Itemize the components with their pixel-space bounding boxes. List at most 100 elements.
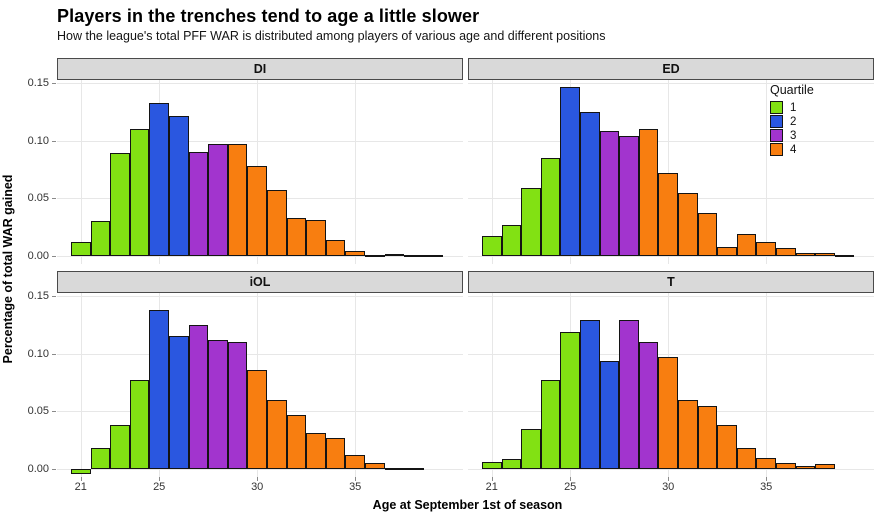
plot-area [57, 293, 463, 477]
legend-title: Quartile [770, 83, 814, 97]
legend-label: 3 [790, 129, 797, 142]
gridline-vertical [491, 293, 493, 477]
bar-ED-age-23 [521, 188, 541, 256]
legend-swatch-icon [770, 143, 783, 156]
y-tick-label: 0.10 [27, 347, 49, 360]
bar-T-age-24 [540, 380, 561, 469]
gridline-vertical [80, 80, 82, 264]
legend-swatch-icon [770, 101, 783, 114]
bar-DI-age-34 [325, 239, 346, 256]
bar-ED-age-33 [717, 246, 737, 256]
bar-DI-age-39 [423, 254, 444, 257]
bar-DI-age-29 [227, 144, 248, 256]
x-tick-label: 30 [251, 481, 264, 493]
x-tick-label: 21 [74, 481, 87, 493]
bar-DI-age-25 [149, 102, 169, 256]
bar-T-age-38 [815, 464, 835, 469]
facet-strip-label: DI [57, 58, 463, 80]
bar-ED-age-26 [580, 111, 600, 256]
gridline-vertical [355, 80, 357, 264]
facet-panel-DI: DI [57, 58, 463, 264]
bar-iOL-age-28 [208, 339, 228, 469]
bar-DI-age-33 [306, 220, 326, 256]
bar-DI-age-22 [90, 221, 111, 256]
gridline-vertical [355, 293, 357, 477]
x-tick-label: 21 [485, 481, 498, 493]
bar-DI-age-28 [208, 144, 228, 256]
bar-T-age-27 [599, 360, 620, 469]
gridline-horizontal [57, 83, 463, 84]
plot-area [468, 293, 874, 477]
gridline-horizontal [468, 140, 874, 142]
bar-DI-age-21 [71, 242, 91, 256]
legend: Quartile 1 2 3 4 [770, 83, 870, 157]
gridline-horizontal [468, 469, 874, 470]
bar-iOL-age-27 [188, 324, 209, 469]
bar-T-age-30 [658, 357, 678, 469]
x-tick-mark [80, 477, 82, 481]
legend-swatch-icon [770, 129, 783, 142]
bar-DI-age-36 [365, 254, 385, 257]
y-tick-label: 0.15 [27, 77, 49, 89]
x-tick-mark [159, 477, 161, 481]
bar-iOL-age-38 [404, 467, 424, 470]
bar-ED-age-27 [599, 131, 620, 256]
y-tick-mark [52, 83, 56, 84]
gridline-horizontal [57, 256, 463, 257]
y-tick-label: 0.05 [27, 192, 49, 205]
bar-ED-age-25 [560, 86, 580, 256]
bar-iOL-age-35 [345, 455, 365, 469]
bar-DI-age-27 [188, 152, 209, 256]
bar-T-age-22 [501, 458, 522, 469]
x-tick-mark [491, 477, 493, 481]
bar-iOL-age-30 [247, 369, 267, 469]
x-tick-label: 30 [662, 481, 675, 493]
bar-iOL-age-36 [365, 463, 385, 469]
y-tick-label: 0.00 [27, 463, 49, 475]
legend-label: 2 [790, 115, 797, 128]
bar-T-age-33 [717, 425, 737, 469]
bar-iOL-age-29 [227, 342, 248, 469]
bar-T-age-26 [580, 320, 600, 469]
bar-ED-age-39 [834, 254, 855, 257]
gridline-horizontal [57, 353, 463, 355]
plot-area: Quartile 1 2 3 4 [468, 80, 874, 264]
x-tick-label: 25 [564, 481, 577, 493]
facet-strip-label: T [468, 271, 874, 293]
x-tick-label: 25 [153, 481, 166, 493]
bar-T-age-35 [756, 457, 776, 469]
plot-area [57, 80, 463, 264]
y-tick-mark [52, 198, 56, 200]
x-tick-label: 35 [349, 481, 362, 493]
bar-ED-age-32 [697, 213, 718, 256]
legend-item-quartile-1: 1 [770, 101, 870, 114]
bar-iOL-age-23 [110, 425, 130, 469]
y-axis-title: Percentage of total WAR gained [1, 174, 15, 364]
y-tick-mark [52, 256, 56, 257]
bar-iOL-age-31 [267, 399, 287, 469]
bar-iOL-age-21 [71, 469, 91, 474]
bar-DI-age-37 [384, 253, 405, 256]
y-tick-label: 0.10 [27, 134, 49, 147]
bar-DI-age-30 [247, 166, 267, 256]
bar-T-age-34 [736, 448, 757, 469]
gridline-vertical [80, 293, 82, 477]
x-tick-mark [257, 477, 259, 481]
y-tick-mark [52, 296, 56, 297]
gridline-horizontal [57, 469, 463, 470]
y-tick-mark [52, 140, 56, 142]
bar-T-age-29 [638, 342, 659, 469]
bar-DI-age-35 [345, 251, 365, 256]
bar-iOL-age-22 [90, 448, 111, 469]
bar-T-age-31 [678, 399, 698, 469]
bar-ED-age-24 [540, 158, 561, 256]
x-tick-mark [766, 477, 768, 481]
facet-panel-ED: ED Quartile 1 2 3 4 [468, 58, 874, 264]
bar-ED-age-38 [815, 252, 835, 256]
bar-T-age-28 [619, 320, 639, 469]
facet-strip-label: iOL [57, 271, 463, 293]
y-tick-label: 0.00 [27, 250, 49, 262]
facet-panel-iOL: iOL [57, 271, 463, 477]
bar-iOL-age-25 [149, 309, 169, 469]
x-axis-title: Age at September 1st of season [372, 498, 563, 512]
